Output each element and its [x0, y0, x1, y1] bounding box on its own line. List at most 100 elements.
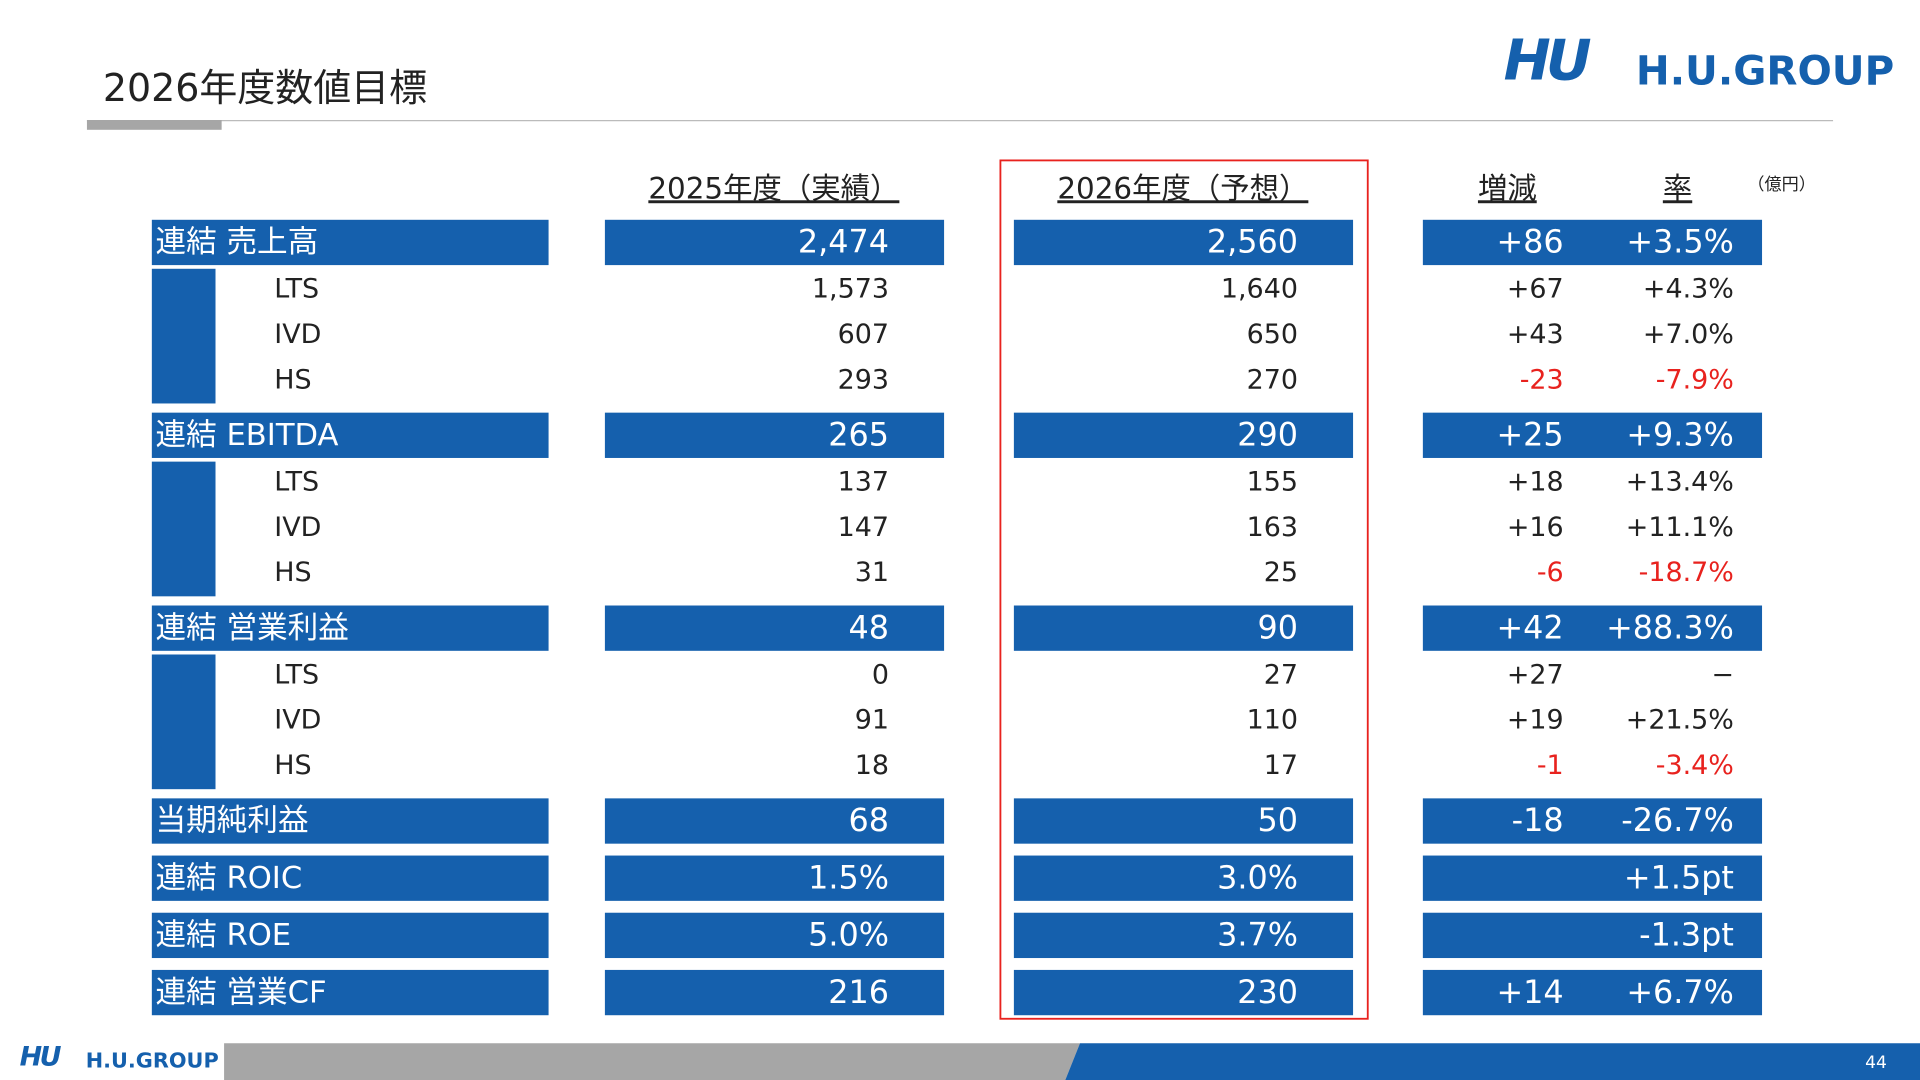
rate-value: +21.5% — [1626, 705, 1734, 736]
change-value: -23 — [1520, 364, 1564, 395]
value-bar — [604, 798, 945, 844]
change-value: -1 — [1537, 750, 1564, 781]
forecast-highlight — [999, 159, 1369, 1020]
sub-row-label: IVD — [274, 705, 321, 736]
fy2026-value: 163 — [1247, 512, 1298, 543]
rate-value: +4.3% — [1643, 274, 1734, 305]
value-bar — [1013, 912, 1354, 959]
fy2025-value: 265 — [828, 416, 889, 454]
fy2026-value: 3.0% — [1217, 858, 1298, 896]
change-bar — [1422, 912, 1763, 959]
fy2025-value: 293 — [838, 364, 889, 395]
footer-band-gray — [224, 1043, 1080, 1080]
change-value: +25 — [1497, 416, 1564, 454]
rate-value: +7.0% — [1643, 319, 1734, 350]
rate-value: +3.5% — [1626, 223, 1734, 261]
fy2025-value: 216 — [828, 973, 889, 1011]
sub-row-label: LTS — [274, 274, 319, 305]
row-label: 連結 ROIC — [156, 861, 303, 896]
fy2026-value: 155 — [1247, 467, 1298, 498]
value-bar — [604, 969, 945, 1016]
footer-logo-text: H.U.GROUP — [86, 1049, 219, 1073]
sub-row-label: LTS — [274, 659, 319, 690]
fy2025-value: 18 — [855, 750, 889, 781]
fy2025-value: 31 — [855, 557, 889, 588]
row-label-bar — [151, 798, 549, 844]
fy2025-value: 68 — [848, 801, 889, 839]
column-header: 2025年度（実績） — [648, 171, 899, 205]
fy2026-value: 50 — [1257, 801, 1298, 839]
indent-block — [151, 654, 216, 790]
row-label: 連結 EBITDA — [156, 418, 339, 453]
row-label: 連結 営業利益 — [156, 611, 349, 646]
change-bar — [1422, 605, 1763, 651]
rate-value: +6.7% — [1626, 973, 1734, 1011]
title-accent — [86, 120, 222, 130]
fy2026-value: 650 — [1247, 319, 1298, 350]
row-label: 連結 営業CF — [156, 975, 327, 1010]
change-value: +19 — [1507, 705, 1564, 736]
fy2025-value: 48 — [848, 608, 889, 646]
fy2026-value: 27 — [1264, 659, 1298, 690]
change-bar — [1422, 969, 1763, 1016]
table-body: 連結 売上高 2,474 2,560 +86 +3.5% LTS 1,573 1,640 +67… — [151, 219, 1763, 1016]
rate-value: +9.3% — [1626, 416, 1734, 454]
fy2026-value: 290 — [1237, 416, 1298, 454]
fy2026-value: 3.7% — [1217, 916, 1298, 954]
fy2026-value: 2,560 — [1207, 223, 1298, 261]
slide-title: 2026年度数値目標 — [103, 66, 427, 110]
change-value: +18 — [1507, 467, 1564, 498]
fy2025-value: 1,573 — [812, 274, 889, 305]
footer-band-blue — [1065, 1043, 1920, 1080]
row-label-bar — [151, 219, 549, 266]
fy2026-value: 230 — [1237, 973, 1298, 1011]
sub-row-label: HS — [274, 557, 311, 588]
indent-block — [151, 268, 216, 404]
row-label: 当期純利益 — [156, 804, 309, 839]
rate-value: -26.7% — [1621, 801, 1734, 839]
fy2025-value: 137 — [838, 467, 889, 498]
change-bar — [1422, 219, 1763, 266]
value-bar — [1013, 412, 1354, 458]
column-header: 増減 — [1478, 171, 1537, 205]
rate-value: -1.3pt — [1639, 916, 1734, 954]
rate-value: +13.4% — [1626, 467, 1734, 498]
value-bar — [604, 412, 945, 458]
rate-value: +11.1% — [1626, 512, 1734, 543]
fy2025-value: 0 — [872, 659, 889, 690]
value-bar — [1013, 219, 1354, 266]
fy2025-value: 1.5% — [808, 858, 889, 896]
rate-value: -7.9% — [1656, 364, 1734, 395]
sub-row-label: LTS — [274, 467, 319, 498]
change-bar — [1422, 855, 1763, 901]
value-bar — [1013, 605, 1354, 651]
fy2026-value: 110 — [1247, 705, 1298, 736]
value-bar — [1013, 855, 1354, 901]
sub-row-label: IVD — [274, 319, 321, 350]
fy2025-value: 2,474 — [798, 223, 889, 261]
rate-value: -18.7% — [1639, 557, 1734, 588]
change-value: +86 — [1497, 223, 1564, 261]
column-header: 2026年度（予想） — [1057, 171, 1308, 205]
change-value: +42 — [1497, 608, 1564, 646]
fy2026-value: 1,640 — [1221, 274, 1298, 305]
change-value: -18 — [1512, 801, 1564, 839]
change-value: +27 — [1507, 659, 1564, 690]
change-bar — [1422, 412, 1763, 458]
sub-row-label: IVD — [274, 512, 321, 543]
fy2026-value: 25 — [1264, 557, 1298, 588]
page-number: 44 — [1865, 1053, 1887, 1073]
fy2025-value: 5.0% — [808, 916, 889, 954]
change-value: +67 — [1507, 274, 1564, 305]
row-label-bar — [151, 969, 549, 1016]
row-label-bar — [151, 855, 549, 901]
unit-label: （億円） — [1747, 175, 1816, 195]
value-bar — [604, 219, 945, 266]
footer-logo-mark: HU — [20, 1041, 62, 1072]
fy2026-value: 90 — [1257, 608, 1298, 646]
fy2025-value: 91 — [855, 705, 889, 736]
rate-value: -3.4% — [1656, 750, 1734, 781]
